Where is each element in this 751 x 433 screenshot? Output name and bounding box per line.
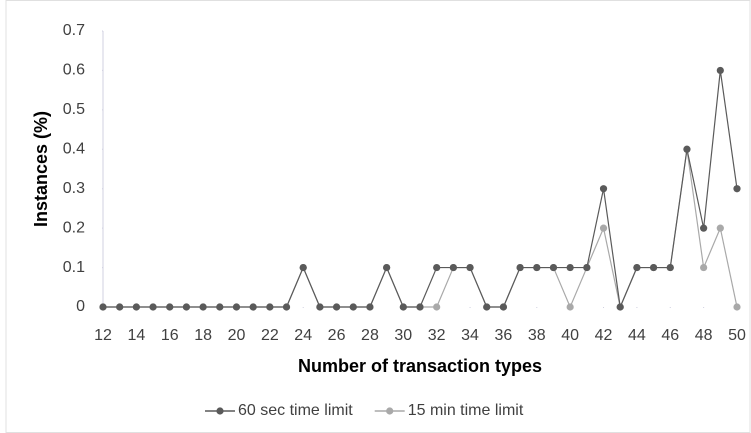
x-tick-label: 34 bbox=[461, 327, 479, 344]
legend-label: 60 sec time limit bbox=[238, 402, 353, 419]
point bbox=[533, 263, 541, 272]
x-tick-label: 24 bbox=[294, 327, 312, 344]
point bbox=[316, 303, 324, 311]
point bbox=[649, 263, 658, 272]
x-tick-label: 44 bbox=[628, 327, 646, 344]
x-tick-label: 30 bbox=[394, 327, 412, 344]
point bbox=[716, 224, 724, 232]
point bbox=[716, 66, 724, 75]
point bbox=[349, 303, 357, 311]
legend-marker bbox=[216, 407, 224, 415]
x-tick-label: 46 bbox=[661, 327, 679, 344]
point bbox=[733, 303, 741, 311]
x-tick-label: 28 bbox=[361, 327, 379, 344]
point bbox=[366, 303, 374, 311]
point bbox=[599, 185, 608, 193]
point bbox=[633, 263, 641, 272]
x-tick-label: 20 bbox=[228, 327, 246, 344]
point bbox=[416, 303, 424, 311]
point bbox=[449, 263, 457, 272]
point bbox=[332, 303, 341, 311]
x-tick-label: 16 bbox=[161, 327, 179, 344]
x-tick-label: 14 bbox=[127, 327, 145, 344]
point bbox=[700, 224, 708, 232]
point bbox=[733, 185, 741, 193]
point bbox=[383, 263, 391, 272]
point bbox=[483, 303, 491, 311]
point bbox=[666, 263, 674, 272]
point bbox=[149, 303, 157, 311]
point bbox=[399, 303, 407, 311]
point bbox=[132, 303, 140, 311]
point bbox=[466, 263, 474, 272]
point bbox=[249, 303, 257, 311]
y-tick-label: 0.4 bbox=[63, 141, 85, 158]
x-tick-label: 22 bbox=[261, 327, 279, 344]
x-tick-label: 42 bbox=[595, 327, 613, 344]
x-tick-label: 38 bbox=[528, 327, 546, 344]
x-tick-label: 36 bbox=[495, 327, 513, 344]
y-tick-label: 0.2 bbox=[63, 219, 85, 236]
x-tick-label: 12 bbox=[94, 327, 112, 344]
y-tick-label: 0.6 bbox=[63, 62, 85, 79]
point bbox=[566, 263, 574, 272]
point bbox=[599, 224, 608, 232]
point bbox=[683, 145, 691, 153]
point bbox=[433, 263, 441, 272]
legend-marker bbox=[386, 407, 394, 415]
point bbox=[549, 263, 558, 272]
point bbox=[516, 263, 524, 272]
chart-frame bbox=[5, 0, 751, 433]
x-tick-label: 18 bbox=[194, 327, 212, 344]
point bbox=[216, 303, 224, 311]
y-tick-label: 0.7 bbox=[63, 22, 85, 39]
point bbox=[616, 303, 624, 311]
point bbox=[282, 303, 291, 311]
point bbox=[299, 263, 307, 272]
point bbox=[99, 303, 107, 311]
y-tick-label: 0 bbox=[76, 298, 85, 315]
y-tick-label: 0.5 bbox=[63, 101, 85, 118]
x-axis-title: Number of transaction types bbox=[298, 356, 542, 376]
x-tick-label: 40 bbox=[561, 327, 579, 344]
x-tick-label: 48 bbox=[695, 327, 713, 344]
point bbox=[433, 303, 441, 311]
point bbox=[700, 263, 708, 272]
point bbox=[583, 263, 591, 272]
point bbox=[116, 303, 124, 311]
x-tick-label: 32 bbox=[428, 327, 446, 344]
point bbox=[266, 303, 274, 311]
point bbox=[566, 303, 574, 311]
point bbox=[499, 303, 508, 311]
x-tick-label: 50 bbox=[728, 327, 746, 344]
y-axis-title: Instances (%) bbox=[31, 111, 51, 227]
y-tick-label: 0.3 bbox=[63, 180, 85, 197]
legend-label: 15 min time limit bbox=[408, 402, 524, 419]
y-tick-label: 0.1 bbox=[63, 259, 85, 276]
point bbox=[232, 303, 241, 311]
x-tick-label: 26 bbox=[328, 327, 346, 344]
point bbox=[199, 303, 207, 311]
point bbox=[166, 303, 174, 311]
point bbox=[182, 303, 191, 311]
